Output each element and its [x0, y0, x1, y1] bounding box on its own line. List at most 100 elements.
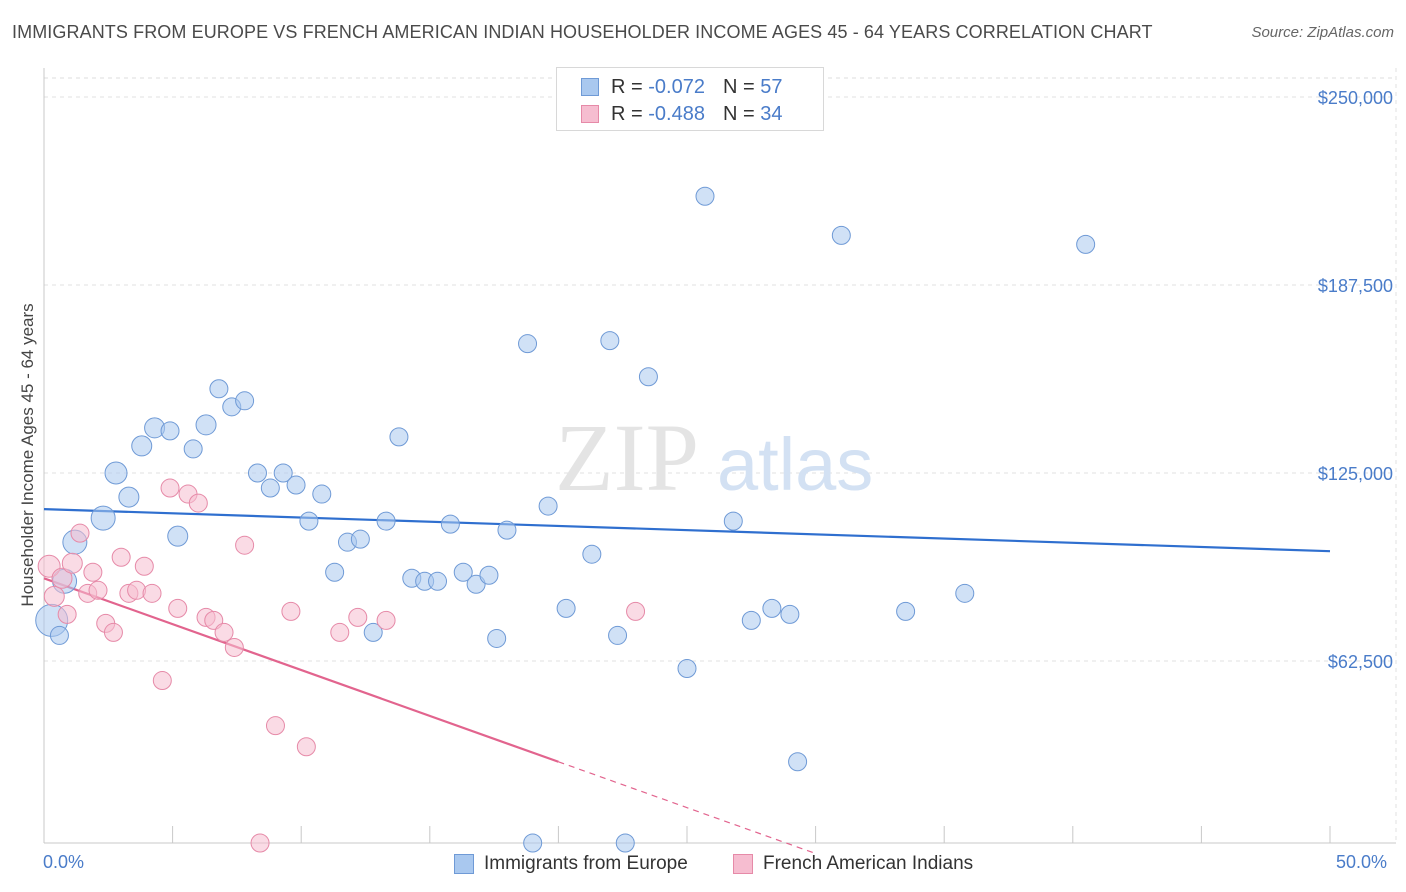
point-french — [134, 556, 154, 576]
y-axis-title: Householder Income Ages 45 - 64 years — [18, 303, 37, 607]
point-french — [348, 607, 368, 627]
legend-n-label: N = — [722, 102, 755, 125]
point-french — [214, 622, 234, 642]
point-french — [142, 583, 162, 603]
chart-title: IMMIGRANTS FROM EUROPE VS FRENCH AMERICA… — [12, 22, 1153, 42]
point-europe — [325, 562, 345, 582]
point-french — [626, 601, 646, 621]
legend-n-label: N = — [722, 75, 755, 98]
point-french — [160, 478, 180, 498]
point-europe — [209, 379, 229, 399]
point-europe — [582, 544, 602, 564]
trend-line-french — [43, 577, 559, 763]
point-french — [51, 567, 73, 589]
legend-swatch-french — [581, 105, 599, 123]
point-europe — [615, 833, 635, 853]
y-tick-label: $125,000 — [1318, 464, 1393, 484]
point-europe — [247, 463, 267, 483]
point-europe — [49, 625, 69, 645]
point-europe — [788, 752, 808, 772]
point-europe — [350, 529, 370, 549]
watermark-zip: ZIP — [555, 404, 699, 511]
point-europe — [608, 625, 628, 645]
y-tick-labels: $62,500 $125,000 $187,500 $250,000 — [1318, 88, 1393, 672]
point-french — [103, 622, 123, 642]
watermark: ZIP atlas — [555, 404, 873, 511]
point-french — [168, 598, 188, 618]
point-europe — [479, 565, 499, 585]
legend-r-value: -0.488 — [648, 102, 705, 125]
point-french — [43, 585, 65, 607]
point-europe — [376, 511, 396, 531]
point-europe — [695, 186, 715, 206]
point-europe — [497, 520, 517, 540]
point-europe — [312, 484, 332, 504]
y-tick-label: $250,000 — [1318, 88, 1393, 108]
point-europe — [518, 334, 538, 354]
point-french — [376, 610, 396, 630]
legend-r-value: -0.072 — [648, 75, 705, 98]
grid-lines — [44, 77, 1396, 662]
watermark-atlas: atlas — [717, 423, 873, 506]
bottom-legend-label: French American Indians — [763, 853, 974, 874]
point-europe — [183, 439, 203, 459]
point-europe — [600, 331, 620, 351]
bottom-legend-swatch-french — [733, 854, 753, 874]
point-europe — [299, 511, 319, 531]
data-points — [35, 186, 1096, 853]
bottom-legend-europe: Immigrants from Europe — [454, 852, 688, 876]
point-europe — [780, 604, 800, 624]
point-french — [235, 535, 255, 555]
point-french — [127, 580, 147, 600]
point-french — [88, 580, 108, 600]
legend-r-label: R = — [611, 102, 643, 125]
point-europe — [741, 610, 761, 630]
point-europe — [90, 505, 116, 531]
point-french — [224, 637, 244, 657]
point-europe — [286, 475, 306, 495]
point-french — [152, 671, 172, 691]
legend-row-french: R = -0.488 N = 34 — [581, 101, 782, 127]
legend: R = -0.072 N = 57 R = -0.488 N = 34 — [556, 67, 824, 131]
point-europe — [428, 571, 448, 591]
point-europe — [104, 461, 128, 485]
point-europe — [167, 525, 189, 547]
point-europe — [363, 622, 383, 642]
x-tick-min: 0.0% — [43, 852, 85, 872]
point-europe — [677, 659, 697, 679]
point-french — [61, 552, 83, 574]
trend-lines — [43, 507, 1331, 855]
y-tick-label: $187,500 — [1318, 276, 1393, 296]
point-europe — [260, 478, 280, 498]
point-europe — [453, 562, 473, 582]
point-europe — [831, 225, 851, 245]
point-europe — [487, 628, 507, 648]
point-europe — [235, 391, 255, 411]
bottom-legend-label: Immigrants from Europe — [484, 853, 688, 874]
point-french — [83, 562, 103, 582]
point-europe — [440, 514, 460, 534]
x-tick-max: 50.0% — [1336, 852, 1388, 872]
point-french — [188, 493, 208, 513]
point-europe — [762, 598, 782, 618]
legend-n-value: 34 — [760, 102, 783, 125]
legend-n-value: 57 — [760, 75, 783, 98]
point-europe — [273, 463, 293, 483]
point-europe — [195, 414, 217, 436]
point-french — [296, 737, 316, 757]
point-europe — [896, 601, 916, 621]
legend-row-europe: R = -0.072 N = 57 — [581, 74, 782, 100]
trend-line-europe — [43, 507, 1331, 553]
legend-swatch-europe — [581, 78, 599, 96]
point-french — [70, 523, 90, 543]
point-europe — [638, 367, 658, 387]
point-europe — [160, 421, 180, 441]
point-europe — [523, 833, 543, 853]
legend-r-label: R = — [611, 75, 643, 98]
point-french — [57, 604, 77, 624]
y-tick-label: $62,500 — [1328, 652, 1393, 672]
point-europe — [466, 574, 486, 594]
point-europe — [118, 486, 140, 508]
point-french — [250, 833, 270, 853]
